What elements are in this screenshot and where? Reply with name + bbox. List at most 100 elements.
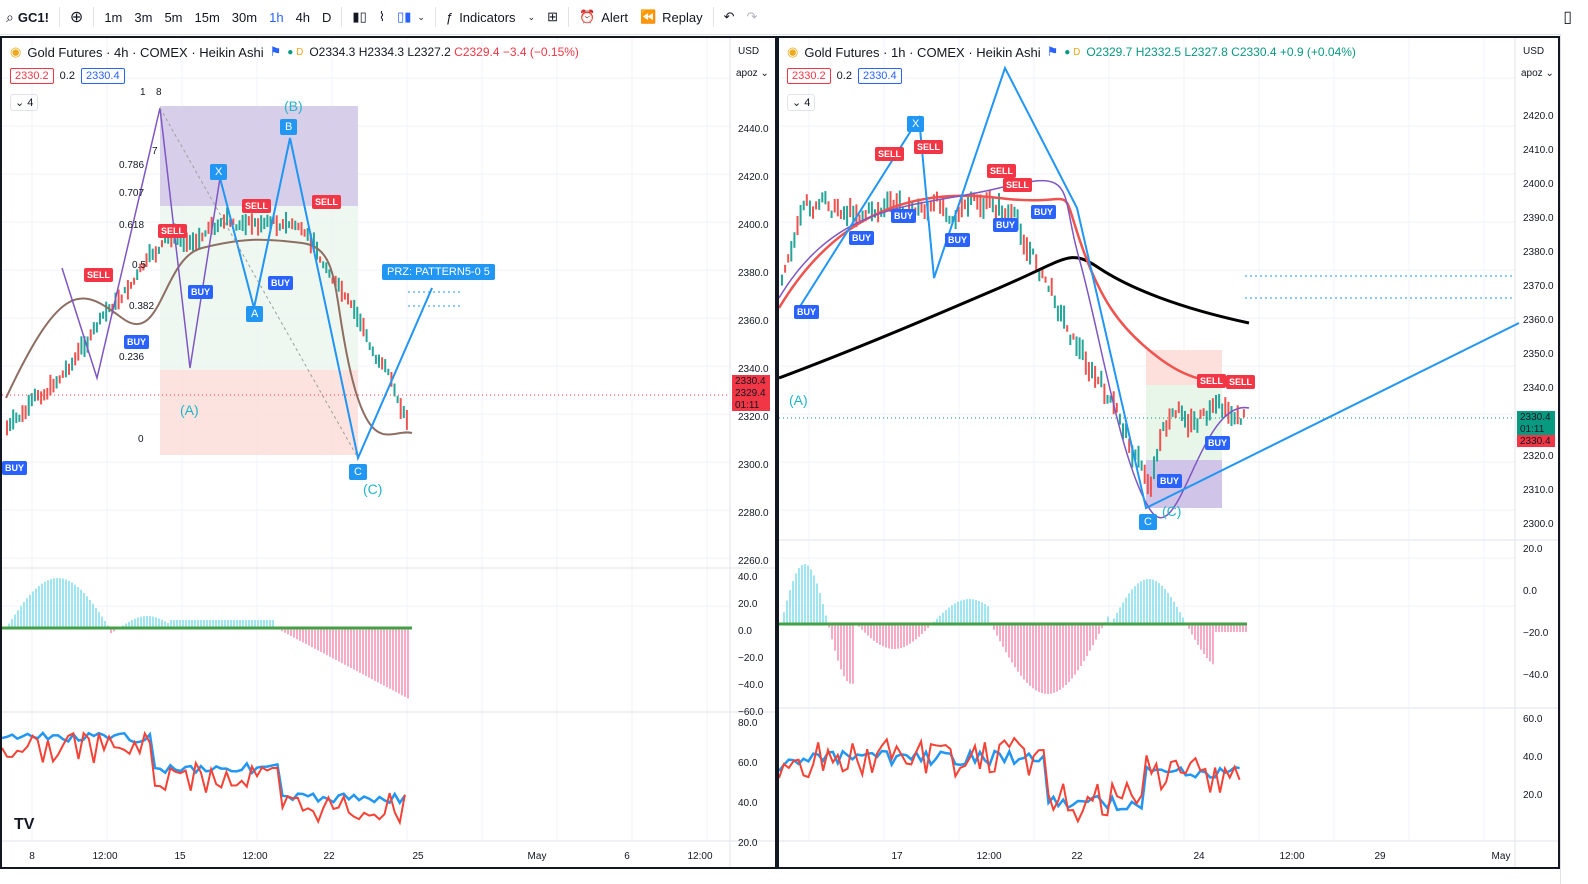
layouts-button[interactable]: ⊞ bbox=[541, 0, 564, 34]
currency-label[interactable]: USD bbox=[1523, 46, 1545, 57]
price-tick-label: 2280.0 bbox=[738, 508, 769, 519]
add-symbol-button[interactable]: ⊕ bbox=[64, 0, 89, 34]
price-tick-label: 2400.0 bbox=[738, 220, 769, 231]
timeframe-group: 1m 3m 5m 15m 30m 1h 4h D bbox=[98, 0, 337, 34]
rsi-tick-label: 80.0 bbox=[738, 718, 758, 729]
bid-box[interactable]: 2330.2 bbox=[787, 68, 831, 84]
alert-button[interactable]: ⏰ Alert bbox=[573, 0, 634, 34]
time-tick-label: 24 bbox=[1193, 851, 1205, 862]
ha-candle bbox=[1097, 376, 1100, 385]
chart-type-ha-button[interactable]: ▯▮ ⌄ bbox=[391, 0, 431, 34]
chart-legend-right: ◉ Gold Futures · 1h · COMEX · Heikin Ash… bbox=[787, 44, 1356, 60]
undo-button[interactable]: ↶ bbox=[718, 0, 741, 34]
indicator-count-toggle[interactable]: ⌄ 4 bbox=[787, 94, 816, 111]
ha-candle bbox=[793, 232, 796, 248]
ha-candle bbox=[102, 311, 105, 319]
flag-icon[interactable]: ⚑ bbox=[269, 44, 282, 59]
fib-level-label: 1 bbox=[140, 87, 146, 98]
indicators-icon: ƒ bbox=[445, 9, 454, 25]
ha-candle bbox=[836, 198, 839, 217]
redo-button[interactable]: ↷ bbox=[741, 0, 764, 34]
timeframe-30m[interactable]: 30m bbox=[231, 9, 258, 25]
price-tick-label: 2440.0 bbox=[738, 124, 769, 135]
spread-value: 0.2 bbox=[59, 70, 75, 82]
flag-icon[interactable]: ⚑ bbox=[1046, 44, 1059, 59]
spread-value: 0.2 bbox=[836, 70, 852, 82]
ha-candle bbox=[994, 204, 997, 219]
price-tick-label: 2420.0 bbox=[1523, 111, 1554, 122]
heikin-ashi-icon: ▯▮ bbox=[397, 9, 412, 24]
ha-candle bbox=[923, 204, 926, 220]
ha-candle bbox=[1208, 400, 1211, 421]
ha-candle bbox=[963, 199, 966, 210]
symbol-search[interactable]: ⌕ GC1! bbox=[0, 0, 55, 34]
ha-candle bbox=[396, 395, 399, 404]
currency-label[interactable]: USD bbox=[738, 46, 760, 57]
ema-purple-line bbox=[779, 180, 1250, 519]
price-tick-label: 2320.0 bbox=[738, 412, 769, 423]
ha-candle bbox=[49, 374, 52, 396]
ha-candle bbox=[1087, 362, 1090, 382]
ha-candle bbox=[1221, 403, 1224, 419]
timeframe-15m[interactable]: 15m bbox=[194, 9, 220, 25]
ha-candle bbox=[328, 269, 331, 278]
ha-candle bbox=[238, 220, 241, 231]
scale-mode-label[interactable]: apoz ⌄ bbox=[1521, 68, 1554, 79]
ha-candle bbox=[188, 234, 191, 250]
ha-candle bbox=[99, 312, 101, 325]
ha-candle bbox=[12, 409, 15, 430]
ha-candle bbox=[30, 393, 33, 407]
chart-type-line-button[interactable]: ⌇ bbox=[373, 0, 391, 34]
ha-candle bbox=[942, 197, 945, 217]
time-tick-label: 12:00 bbox=[976, 851, 1001, 862]
chart-pane-right[interactable]: 2420.0 2410.0 2400.0 2390.0 2380.0 2370.0 2360… bbox=[777, 36, 1560, 869]
fib-level-label: 0.786 bbox=[119, 160, 144, 171]
ha-candle bbox=[1013, 206, 1016, 218]
fib-level-label: 0.707 bbox=[119, 188, 144, 199]
chart-pane-left[interactable]: 2440.0 2420.0 2400.0 2380.0 2360.0 2340.0 2320… bbox=[0, 36, 777, 869]
ha-candle bbox=[95, 322, 98, 333]
ha-candle bbox=[24, 405, 27, 420]
ha-candle bbox=[365, 329, 368, 343]
diagonal-dashed-line bbox=[159, 107, 359, 459]
side-panel-toggle[interactable]: ▯ bbox=[1557, 0, 1578, 34]
replay-button[interactable]: ⏪ Replay bbox=[634, 0, 709, 34]
ha-candle bbox=[120, 294, 123, 304]
ha-candle bbox=[285, 211, 287, 234]
osc-tick-label: 40.0 bbox=[738, 572, 758, 583]
buy-signal-label: BUY bbox=[993, 218, 1019, 232]
prz-pattern-label[interactable]: PRZ: PATTERN5-0 5 bbox=[382, 264, 495, 280]
timeframe-D[interactable]: D bbox=[322, 9, 332, 25]
ha-candle bbox=[1137, 445, 1140, 468]
ha-candle bbox=[1165, 420, 1168, 437]
chart-type-candles-button[interactable]: ▮▯ bbox=[346, 0, 372, 34]
timeframe-3m[interactable]: 3m bbox=[134, 9, 153, 25]
timeframe-5m[interactable]: 5m bbox=[164, 9, 183, 25]
pattern-point-c: C bbox=[1139, 514, 1157, 530]
timeframe-1m[interactable]: 1m bbox=[104, 9, 123, 25]
rsi-tick-label: 40.0 bbox=[738, 798, 758, 809]
scale-mode-label[interactable]: apoz ⌄ bbox=[736, 68, 769, 79]
ha-candle bbox=[353, 299, 356, 319]
timeframe-4h[interactable]: 4h bbox=[295, 9, 311, 25]
ha-candle bbox=[154, 246, 157, 263]
indicator-count-toggle[interactable]: ⌄ 4 bbox=[10, 94, 39, 111]
ha-candle bbox=[1078, 337, 1081, 360]
fib-level-label: 0.5 bbox=[132, 260, 146, 271]
ha-candle bbox=[27, 394, 30, 416]
wave-label-c: (C) bbox=[363, 481, 383, 497]
chart-canvas-left[interactable]: 2440.0 2420.0 2400.0 2380.0 2360.0 2340.0 2320… bbox=[2, 38, 775, 867]
bid-box[interactable]: 2330.2 bbox=[10, 68, 54, 84]
ha-candle bbox=[852, 205, 855, 224]
ha-candle bbox=[223, 214, 225, 229]
ha-candle bbox=[911, 201, 914, 213]
chart-canvas-right[interactable]: 2420.02410.02400.02390.02380.02370.02360… bbox=[779, 38, 1558, 867]
pattern-point-a: A bbox=[246, 306, 264, 322]
ha-candle bbox=[1075, 336, 1078, 357]
indicators-button[interactable]: ƒ Indicators ⌄ bbox=[440, 0, 541, 34]
ask-box[interactable]: 2330.4 bbox=[80, 68, 125, 84]
price-tick-label: 2360.0 bbox=[1523, 315, 1554, 326]
timeframe-1h[interactable]: 1h bbox=[269, 9, 284, 25]
ask-box[interactable]: 2330.4 bbox=[857, 68, 902, 84]
ha-candle bbox=[405, 410, 408, 430]
